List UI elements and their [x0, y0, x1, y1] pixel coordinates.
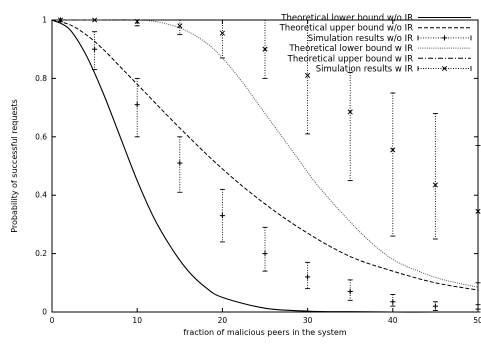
y-tick-label: 0.6 — [35, 132, 47, 141]
marker-x-b — [305, 72, 311, 79]
legend-label: Simulation results w IR — [316, 65, 413, 75]
legend-label: Simulation results w/o IR — [308, 34, 413, 44]
series-0 — [51, 19, 478, 313]
legend-label: Theoretical lower bound w IR — [288, 44, 413, 54]
legend-label: Theoretical upper bound w/o IR — [279, 24, 413, 34]
x-tick-label: 10 — [132, 316, 142, 325]
y-tick-label: 0.2 — [35, 249, 47, 258]
x-tick-label: 50 — [473, 316, 481, 325]
marker-x-b — [432, 182, 438, 188]
x-tick-label: 20 — [218, 316, 228, 325]
y-tick-label: 0.8 — [35, 74, 47, 83]
marker-x-b — [219, 30, 225, 36]
marker-x-b — [92, 17, 98, 23]
marker-x-b — [475, 208, 481, 214]
marker-x-b — [134, 18, 140, 25]
marker-x-b — [441, 65, 448, 72]
series-layer — [51, 17, 481, 313]
x-tick-label: 40 — [388, 316, 398, 325]
y-axis-label: Probability of successful requests — [10, 99, 19, 233]
x-tick-label: 0 — [50, 316, 55, 325]
series-line — [51, 19, 478, 313]
legend-label: Theoretical upper bound w IR — [287, 54, 413, 64]
y-tick-label: 0.4 — [35, 191, 47, 200]
x-tick-label: 30 — [303, 316, 313, 325]
y-tick-label: 0 — [42, 308, 47, 317]
marker-x-b — [57, 17, 64, 23]
series-3 — [51, 19, 479, 288]
marker-x-b — [262, 46, 268, 52]
marker-x-b — [390, 147, 396, 153]
marker-x-b — [347, 109, 353, 115]
x-axis-label: fraction of malicious peers in the syste… — [183, 328, 347, 337]
series-2 — [57, 17, 481, 313]
series-line — [51, 19, 479, 291]
series-5 — [57, 17, 481, 284]
series-line — [51, 19, 479, 288]
series-1 — [51, 19, 479, 291]
legend-label: Theoretical lower bound w/o IR — [280, 14, 413, 24]
legend: Theoretical lower bound w/o IRTheoretica… — [279, 14, 472, 75]
marker-x-b — [177, 23, 183, 29]
y-tick-label: 1 — [42, 16, 47, 25]
axis-ticks: 0 10 20 30 40 50 0 0.2 0.4 0.6 0.8 1 — [35, 16, 481, 326]
